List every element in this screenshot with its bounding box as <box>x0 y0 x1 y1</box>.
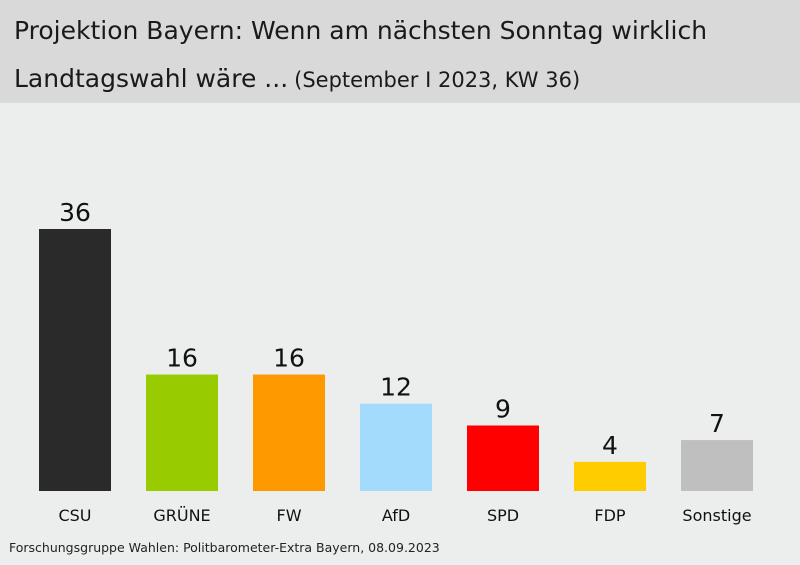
bar-afd <box>360 403 432 491</box>
category-label-sonstige: Sonstige <box>682 506 751 525</box>
value-label-csu: 36 <box>59 198 91 227</box>
chart-header: Projektion Bayern: Wenn am nächsten Sonn… <box>0 0 800 103</box>
value-label-spd: 9 <box>495 395 511 424</box>
category-label-fdp: FDP <box>594 506 626 525</box>
chart-title-line1: Projektion Bayern: Wenn am nächsten Sonn… <box>14 16 708 45</box>
category-label-fw: FW <box>276 506 301 525</box>
value-label-afd: 12 <box>380 373 412 402</box>
category-label-afd: AfD <box>382 506 410 525</box>
chart-title-line2-text: Landtagswahl wäre ... <box>14 64 289 93</box>
bar-spd <box>467 425 539 491</box>
chart-subtitle: (September I 2023, KW 36) <box>294 68 581 92</box>
category-label-grüne: GRÜNE <box>153 506 210 525</box>
category-label-csu: CSU <box>58 506 91 525</box>
value-label-fdp: 4 <box>602 431 618 460</box>
bar-fdp <box>574 461 646 491</box>
value-label-fw: 16 <box>273 344 305 373</box>
bar-csu <box>39 229 111 491</box>
category-label-spd: SPD <box>487 506 519 525</box>
chart-title-line2: Landtagswahl wäre ... (September I 2023, … <box>14 64 580 93</box>
bar-sonstige <box>681 440 753 491</box>
bar-grüne <box>146 374 218 491</box>
value-label-sonstige: 7 <box>709 409 725 438</box>
bar-fw <box>253 374 325 491</box>
source-note: Forschungsgruppe Wahlen: Politbarometer-… <box>9 540 440 555</box>
bar-chart: 36 CSU 16 GRÜNE 16 FW 12 AfD 9 SPD 4 FDP 7 Sonstige <box>39 198 753 525</box>
value-label-grüne: 16 <box>166 344 198 373</box>
